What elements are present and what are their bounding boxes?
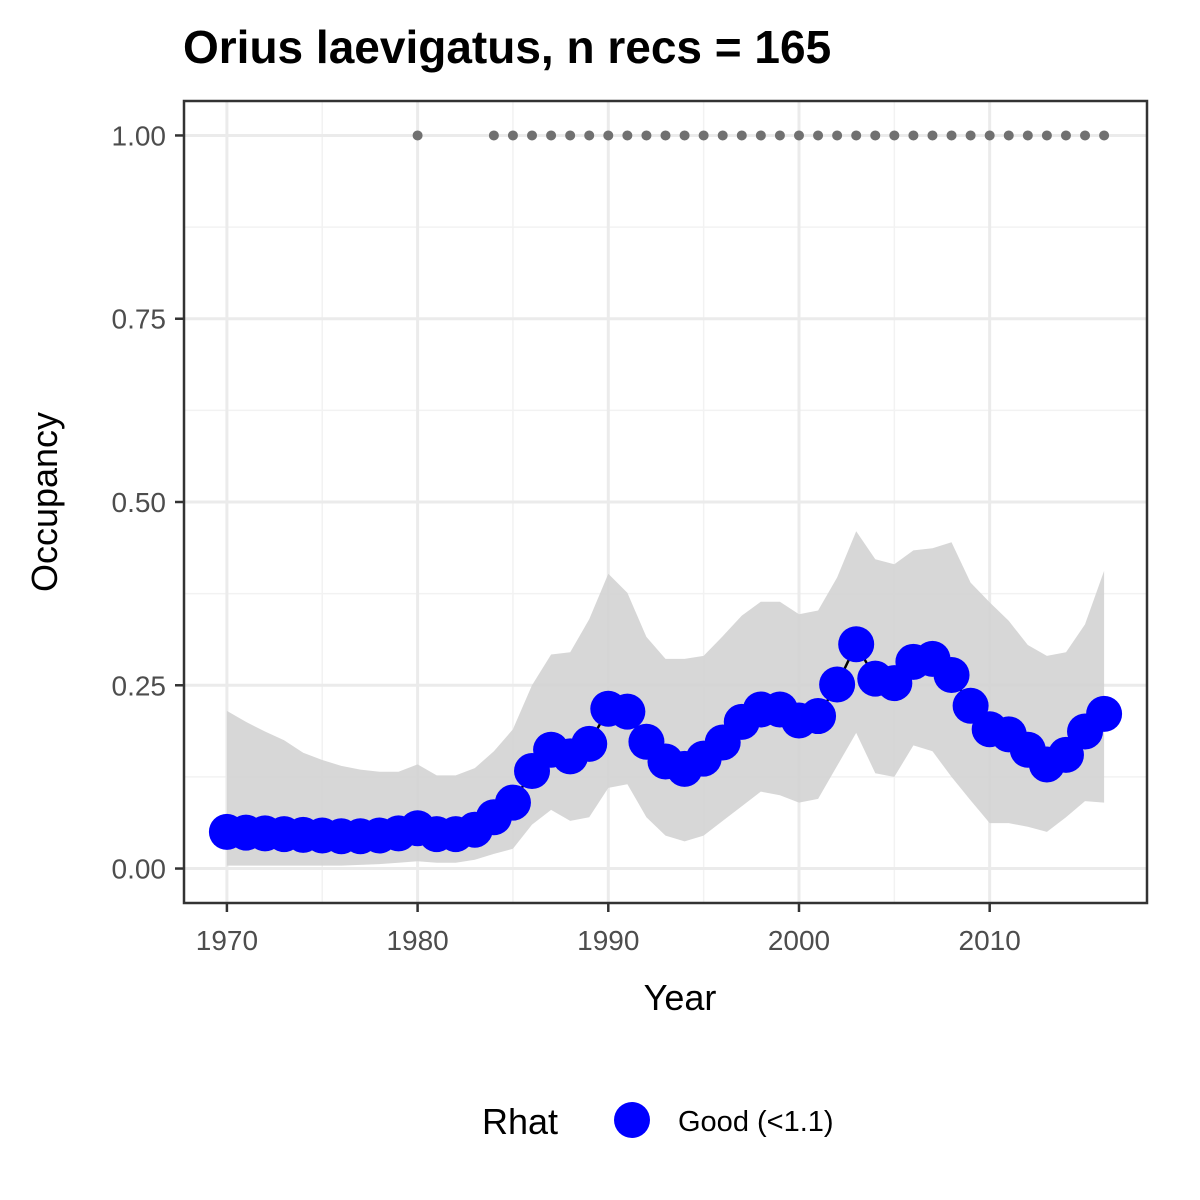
legend-label-good: Good (<1.1)	[678, 1106, 834, 1138]
x-axis-ticks: 1970 1980 1990 2000 2010	[196, 903, 1021, 956]
credible-interval-band	[226, 531, 1105, 866]
record-dot	[984, 130, 995, 141]
occupancy-points	[208, 626, 1123, 855]
y-tick-label: 0.75	[112, 304, 167, 335]
record-dot	[1003, 130, 1014, 141]
occupancy-point	[933, 657, 970, 694]
record-dot	[965, 130, 976, 141]
x-tick-label: 1990	[577, 925, 639, 956]
record-dots	[412, 130, 1110, 141]
record-dot	[622, 130, 633, 141]
legend: Rhat Good (<1.1)	[482, 1101, 834, 1142]
y-tick-label: 0.25	[112, 670, 167, 701]
occupancy-point	[800, 698, 837, 735]
record-dot	[507, 130, 518, 141]
record-dot	[1080, 130, 1091, 141]
record-dot	[755, 130, 766, 141]
legend-key-good	[614, 1102, 650, 1138]
record-dot	[1022, 130, 1033, 141]
interval-band	[226, 531, 1105, 866]
record-dot	[927, 130, 938, 141]
x-axis-title: Year	[644, 977, 717, 1018]
record-dot	[851, 130, 862, 141]
record-dot	[1060, 130, 1071, 141]
record-dot	[603, 130, 614, 141]
record-dot	[679, 130, 690, 141]
record-dot	[832, 130, 843, 141]
record-dot	[584, 130, 595, 141]
record-dot	[774, 130, 785, 141]
record-dot	[813, 130, 824, 141]
legend-title: Rhat	[482, 1101, 558, 1142]
record-dot	[546, 130, 557, 141]
occupancy-point	[571, 725, 608, 762]
record-dot	[736, 130, 747, 141]
record-dot	[717, 130, 728, 141]
record-dot	[412, 130, 423, 141]
record-dot	[1099, 130, 1110, 141]
record-dot	[908, 130, 919, 141]
occupancy-point	[838, 626, 875, 663]
occupancy-point	[609, 693, 646, 730]
record-dot	[641, 130, 652, 141]
record-dot	[565, 130, 576, 141]
x-tick-label: 1980	[386, 925, 448, 956]
record-dot	[698, 130, 709, 141]
record-dot	[660, 130, 671, 141]
record-dot	[488, 130, 499, 141]
record-dot	[527, 130, 538, 141]
y-tick-label: 1.00	[112, 120, 167, 151]
occupancy-point	[819, 666, 856, 703]
record-dot	[1041, 130, 1052, 141]
y-axis-title: Occupancy	[24, 412, 65, 592]
y-tick-label: 0.00	[112, 854, 167, 885]
x-tick-label: 2010	[959, 925, 1021, 956]
occupancy-point	[1086, 695, 1123, 732]
occupancy-point	[494, 784, 531, 821]
record-dot	[793, 130, 804, 141]
chart-title: Orius laevigatus, n recs = 165	[183, 21, 831, 73]
x-tick-label: 1970	[196, 925, 258, 956]
record-dot	[889, 130, 900, 141]
x-tick-label: 2000	[768, 925, 830, 956]
y-tick-label: 0.50	[112, 487, 167, 518]
record-dot	[946, 130, 957, 141]
y-axis-ticks: 0.00 0.25 0.50 0.75 1.00	[112, 120, 184, 885]
record-dot	[870, 130, 881, 141]
